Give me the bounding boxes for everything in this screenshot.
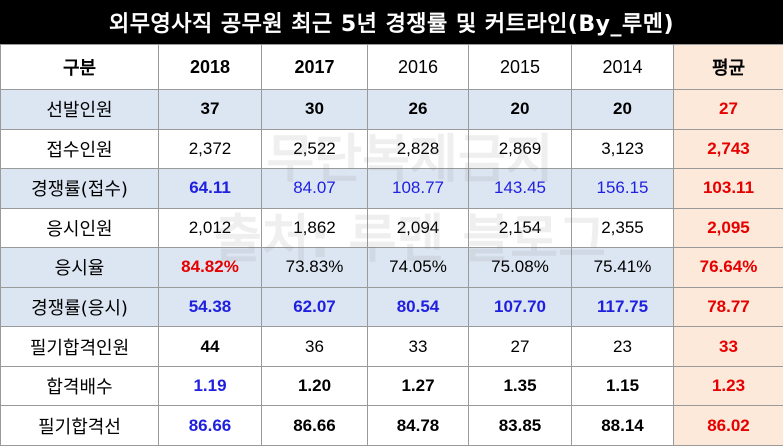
row-label: 합격배수 bbox=[0, 365, 159, 407]
table-cell: 1.20 bbox=[261, 365, 368, 407]
header-year-2015: 2015 bbox=[468, 44, 572, 90]
table-cell: 108.77 bbox=[367, 168, 469, 209]
average-cell: 78.77 bbox=[673, 286, 783, 328]
table-cell: 80.54 bbox=[367, 286, 469, 328]
table-cell: 27 bbox=[468, 326, 572, 367]
table-cell: 143.45 bbox=[468, 168, 572, 209]
table-cell: 62.07 bbox=[261, 286, 368, 328]
row-label: 응시인원 bbox=[0, 207, 159, 249]
average-cell: 33 bbox=[673, 326, 783, 367]
header-year-2014: 2014 bbox=[571, 44, 674, 90]
table-cell: 54.38 bbox=[158, 286, 262, 328]
table-cell: 1.27 bbox=[367, 365, 469, 407]
average-cell: 2,095 bbox=[673, 207, 783, 249]
competition-table: 구분 2018 2017 2016 2015 2014 평균 선발인원 37 3… bbox=[0, 44, 783, 446]
header-row: 구분 2018 2017 2016 2015 2014 평균 bbox=[0, 44, 783, 90]
table-cell: 1,862 bbox=[261, 207, 368, 249]
table-cell: 23 bbox=[571, 326, 674, 367]
table-cell: 83.85 bbox=[468, 405, 572, 446]
average-cell: 1.23 bbox=[673, 365, 783, 407]
table-cell: 107.70 bbox=[468, 286, 572, 328]
row-label: 경쟁률(접수) bbox=[0, 168, 159, 209]
table-cell: 1.15 bbox=[571, 365, 674, 407]
table-cell: 2,522 bbox=[261, 128, 368, 170]
table-cell: 1.19 bbox=[158, 365, 262, 407]
row-label: 선발인원 bbox=[0, 89, 159, 130]
average-cell: 76.64% bbox=[673, 247, 783, 288]
header-category: 구분 bbox=[0, 44, 159, 90]
table-cell: 37 bbox=[158, 89, 262, 130]
table-cell: 2,355 bbox=[571, 207, 674, 249]
table-cell: 74.05% bbox=[367, 247, 469, 288]
table-cell: 20 bbox=[468, 89, 572, 130]
table-row: 필기합격인원 44 36 33 27 23 33 bbox=[0, 326, 783, 367]
row-label: 접수인원 bbox=[0, 128, 159, 170]
average-cell: 2,743 bbox=[673, 128, 783, 170]
table-cell: 3,123 bbox=[571, 128, 674, 170]
header-year-2018: 2018 bbox=[158, 44, 262, 90]
row-label: 필기합격인원 bbox=[0, 326, 159, 367]
header-year-2017: 2017 bbox=[261, 44, 368, 90]
row-label: 경쟁률(응시) bbox=[0, 286, 159, 328]
table-row: 필기합격선 86.66 86.66 84.78 83.85 88.14 86.0… bbox=[0, 405, 783, 446]
table-cell: 20 bbox=[571, 89, 674, 130]
table-cell: 2,869 bbox=[468, 128, 572, 170]
table-cell: 75.08% bbox=[468, 247, 572, 288]
table-cell: 86.66 bbox=[261, 405, 368, 446]
row-label: 응시율 bbox=[0, 247, 159, 288]
table-cell: 30 bbox=[261, 89, 368, 130]
table-cell: 88.14 bbox=[571, 405, 674, 446]
table-cell: 73.83% bbox=[261, 247, 368, 288]
table-cell: 84.78 bbox=[367, 405, 469, 446]
table-row: 응시율 84.82% 73.83% 74.05% 75.08% 75.41% 7… bbox=[0, 247, 783, 288]
table-cell: 86.66 bbox=[158, 405, 262, 446]
average-cell: 103.11 bbox=[673, 168, 783, 209]
table-title: 외무영사직 공무원 최근 5년 경쟁률 및 커트라인(By_루멘) bbox=[0, 0, 783, 44]
table-cell: 2,012 bbox=[158, 207, 262, 249]
table-cell: 117.75 bbox=[571, 286, 674, 328]
table-cell: 2,094 bbox=[367, 207, 469, 249]
header-average: 평균 bbox=[673, 44, 783, 90]
table-row: 경쟁률(응시) 54.38 62.07 80.54 107.70 117.75 … bbox=[0, 286, 783, 328]
table-cell: 1.35 bbox=[468, 365, 572, 407]
table-row: 합격배수 1.19 1.20 1.27 1.35 1.15 1.23 bbox=[0, 365, 783, 407]
table-row: 경쟁률(접수) 64.11 84.07 108.77 143.45 156.15… bbox=[0, 168, 783, 209]
table-cell: 2,154 bbox=[468, 207, 572, 249]
average-cell: 86.02 bbox=[673, 405, 783, 446]
table-cell: 33 bbox=[367, 326, 469, 367]
table-row: 응시인원 2,012 1,862 2,094 2,154 2,355 2,095 bbox=[0, 207, 783, 249]
table-cell: 2,828 bbox=[367, 128, 469, 170]
table-cell: 44 bbox=[158, 326, 262, 367]
table-row: 선발인원 37 30 26 20 20 27 bbox=[0, 89, 783, 130]
header-year-2016: 2016 bbox=[367, 44, 469, 90]
table-cell: 84.07 bbox=[261, 168, 368, 209]
table-cell: 36 bbox=[261, 326, 368, 367]
table-cell: 84.82% bbox=[158, 247, 262, 288]
table-cell: 156.15 bbox=[571, 168, 674, 209]
row-label: 필기합격선 bbox=[0, 405, 159, 446]
table-cell: 2,372 bbox=[158, 128, 262, 170]
average-cell: 27 bbox=[673, 89, 783, 130]
table-cell: 64.11 bbox=[158, 168, 262, 209]
table-row: 접수인원 2,372 2,522 2,828 2,869 3,123 2,743 bbox=[0, 128, 783, 170]
table-cell: 26 bbox=[367, 89, 469, 130]
table-cell: 75.41% bbox=[571, 247, 674, 288]
